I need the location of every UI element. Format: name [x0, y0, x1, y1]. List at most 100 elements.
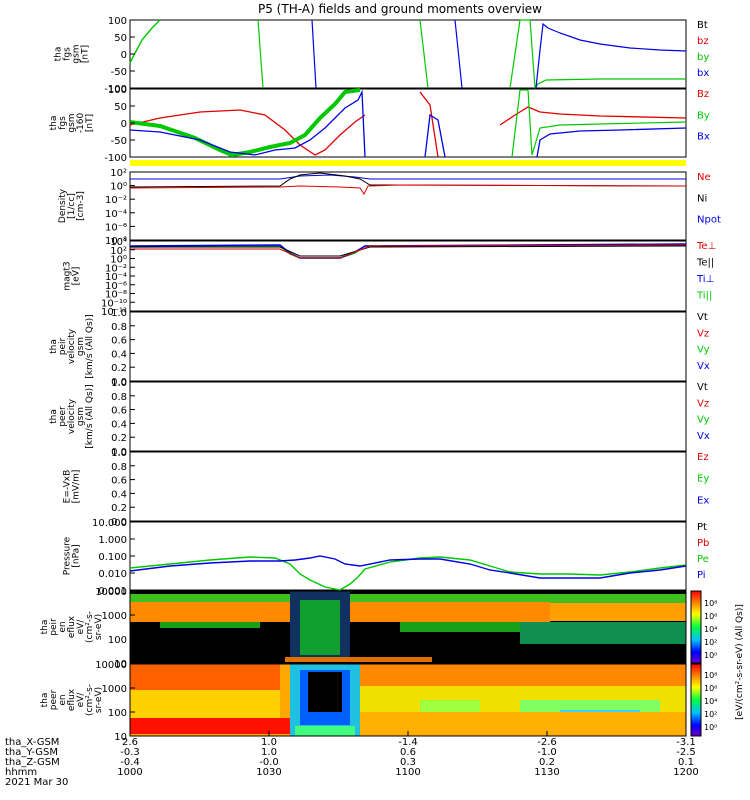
series-bx-c	[535, 22, 687, 89]
xaxis-row-label-3: hhmm	[5, 767, 37, 778]
colorbar-bottom-tick-1: 10⁶	[704, 684, 717, 693]
ytick-density-2: 10⁻²	[105, 195, 127, 206]
legend-fgs-3: bx	[697, 68, 709, 79]
ytick-temperature-0: 10⁴	[110, 237, 127, 248]
ylabel-peer_eflux-2: en	[58, 694, 68, 705]
ylabel-peir_velocity-3: gsm	[76, 337, 86, 356]
legend-peer_velocity-3: Vx	[697, 431, 710, 442]
ytick-fgs_dsl-2: 0	[121, 119, 127, 130]
ylabel-peir_eflux-5: (cm²-s-	[85, 611, 95, 643]
ytick-peer_velocity-5: 0.0	[111, 447, 127, 458]
ytick-fgs_dsl-4: -100	[104, 153, 127, 164]
xaxis-value-0-3: 1000	[117, 767, 142, 778]
series-Ne	[129, 184, 687, 195]
y-axis-labels: tha fgs gsm [nT]tha fgs gsm -160 [nT]Density [1/…	[40, 44, 104, 716]
ytick-temperature-3: 10⁻²	[105, 263, 127, 274]
xaxis-value-2-3: 1100	[395, 767, 420, 778]
ylabel-peer_velocity-3: gsm	[76, 407, 86, 426]
ylabel-fgs_dsl-2: gsm	[67, 113, 77, 132]
ytick-temperature-2: 10⁰	[110, 255, 127, 266]
ylabel-peer_velocity-4: [km/s (All Qs)]	[85, 384, 95, 448]
ytick-peir_velocity-5: 0.0	[111, 377, 127, 388]
legend-temperature-2: Ti⊥	[696, 274, 714, 285]
legend-fgs-0: Bt	[697, 20, 708, 31]
xaxis-row-label-0: tha_X-GSM	[5, 737, 59, 748]
colorbar-bottom	[690, 663, 702, 737]
ytick-peer_velocity-1: 0.8	[111, 392, 127, 403]
colorbar-top-tick-0: 10⁸	[704, 599, 717, 608]
ytick-peir_velocity-4: 0.2	[111, 363, 127, 374]
legend-temperature-0: Te⊥	[696, 241, 716, 252]
ytick-fgs-0: 100	[108, 16, 127, 27]
xaxis-value-3-3: 1130	[534, 767, 559, 778]
series-By-b	[511, 89, 687, 158]
ylabel-peir_eflux-3: eflux	[67, 615, 77, 638]
ytick-fgs-1: 50	[114, 33, 127, 44]
xaxis-value-0-1: -0.3	[120, 747, 140, 758]
xaxis-value-1-2: -0.0	[259, 757, 279, 768]
legend-pressure-2: Pe	[697, 554, 709, 565]
fgs-dsl-plot	[129, 88, 687, 158]
xaxis-value-4-1: -2.5	[676, 747, 696, 758]
colorbar-top	[690, 590, 702, 664]
ylabel-peir_velocity-1: peir	[58, 337, 68, 355]
ytick-fgs_dsl-3: -50	[111, 136, 127, 147]
ylabel-peer_eflux-6: sr-eV)	[94, 687, 104, 713]
xaxis-row-label-2: tha_Z-GSM	[5, 757, 60, 768]
ytick-peer_velocity-3: 0.4	[111, 419, 127, 430]
series-bx-a	[311, 19, 317, 89]
ytick-fgs_dsl-1: 50	[114, 102, 127, 113]
ylabel-peir_eflux-2: en	[58, 621, 68, 632]
panel-pressure	[129, 521, 687, 591]
xaxis-value-3-1: -1.0	[537, 747, 557, 758]
ytick-density-1: 10⁰	[110, 182, 127, 193]
colorbar: [eV/(cm²-s-sr-eV) (All Qs)] 10⁸ 10⁶ 10⁴ 10²…	[690, 590, 745, 737]
ytick-temperature-5: 10⁻⁶	[105, 281, 127, 292]
xaxis-value-1-0: 1.0	[261, 737, 277, 748]
ytick-fgs_dsl-0: 100	[108, 85, 127, 96]
legend-peir_velocity-0: Vt	[697, 312, 708, 323]
ytick-temperature-6: 10⁻⁸	[105, 290, 127, 301]
ytick-efield-0: 1.0	[111, 448, 127, 459]
colorbar-top-tick-4: 10⁰	[704, 651, 717, 660]
ylabel-efield-0: E=-VxB	[63, 470, 73, 504]
ytick-efield-2: 0.6	[111, 476, 127, 487]
ytick-fgs-4: -100	[104, 84, 127, 95]
series-Bx-b	[424, 113, 446, 158]
xaxis-value-4-2: 0.1	[678, 757, 694, 768]
ylabel-peer_eflux-5: (cm²-s-	[85, 684, 95, 716]
panel-fgs	[129, 19, 687, 90]
legend-fgs_dsl-1: By	[697, 110, 710, 121]
series-by-b	[257, 19, 264, 89]
xaxis-value-2-1: 0.6	[400, 747, 416, 758]
series-Bz-b	[419, 91, 439, 158]
ytick-peer_eflux-0: 10000	[95, 660, 127, 671]
ylabel-peir_eflux-1: peir	[49, 618, 59, 636]
ylabel-fgs-1: fgs	[63, 47, 73, 61]
series-Bx-c	[536, 127, 687, 158]
ytick-efield-4: 0.2	[111, 503, 127, 514]
ylabel-fgs-3: [nT]	[81, 45, 91, 63]
series-Bz	[129, 109, 366, 156]
ytick-peir_velocity-0: 1.0	[111, 308, 127, 319]
colorbar-top-tick-3: 10²	[704, 638, 717, 647]
ytick-temperature-8: 10⁻¹²	[101, 307, 127, 318]
colorbar-bottom-tick-3: 10²	[704, 710, 717, 719]
ytick-pressure-0: 10.000	[92, 518, 127, 529]
xaxis-value-2-2: 0.3	[400, 757, 416, 768]
ytick-peer_velocity-4: 0.2	[111, 433, 127, 444]
ytick-efield-5: 0.0	[111, 517, 127, 528]
ytick-density-5: 10⁻⁸	[105, 236, 127, 247]
series-By	[129, 88, 361, 158]
xaxis-value-0-2: -0.4	[120, 757, 140, 768]
xaxis-value-1-3: 1030	[256, 767, 281, 778]
ylabel-peer_velocity-0: tha	[49, 409, 59, 424]
series-Bz-c	[499, 106, 687, 126]
ytick-peir_eflux-0: 10000	[95, 587, 127, 598]
ytick-peir_velocity-1: 0.8	[111, 322, 127, 333]
xaxis-value-0-0: 2.6	[122, 737, 138, 748]
ylabel-fgs_dsl-1: fgs	[58, 116, 68, 130]
legend-pressure-3: Pi	[697, 570, 706, 581]
series-by	[129, 19, 161, 64]
